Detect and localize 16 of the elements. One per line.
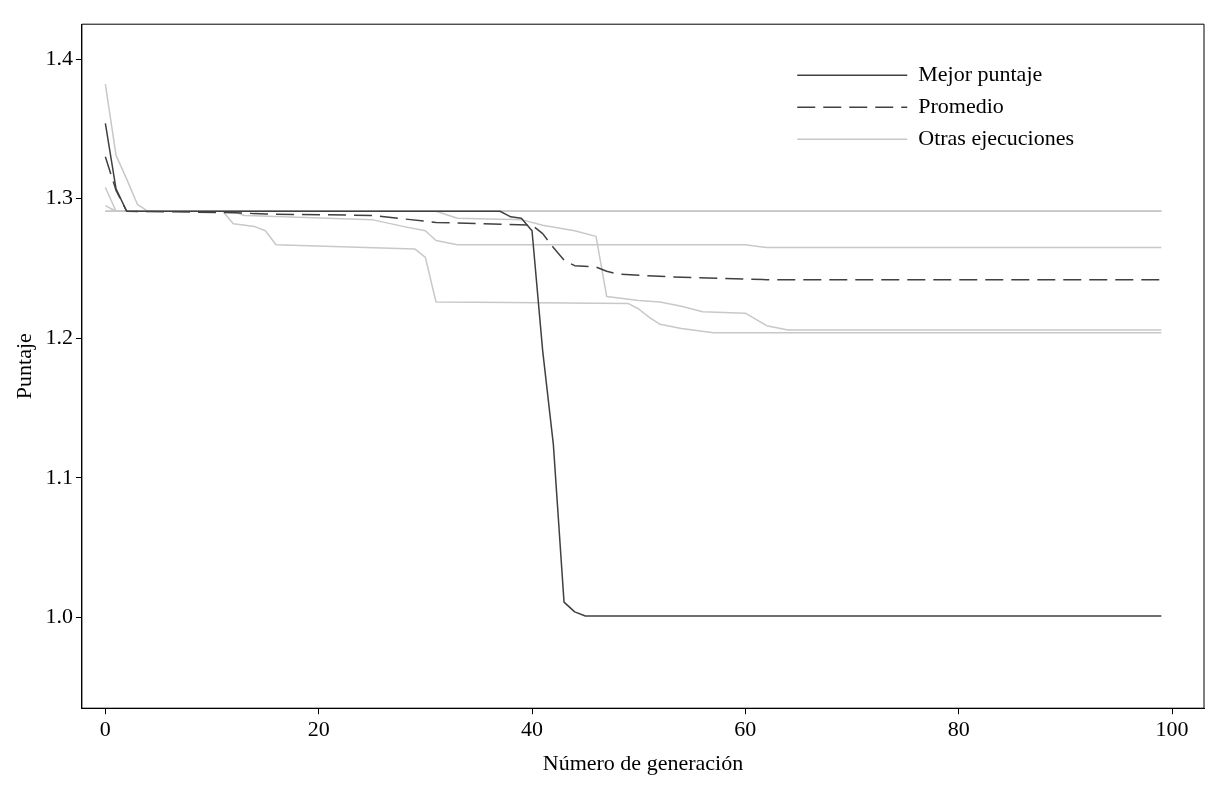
y-tick-label: 1.2 xyxy=(45,324,73,350)
x-axis-title: Número de generación xyxy=(542,749,744,775)
x-tick-label: 20 xyxy=(307,716,330,742)
y-tick-label: 1.3 xyxy=(45,184,73,210)
x-tick-label: 0 xyxy=(99,716,111,742)
x-tick-label: 40 xyxy=(521,716,544,742)
y-axis-title: Puntaje xyxy=(10,333,36,400)
legend-label: Otras ejecuciones xyxy=(918,124,1074,150)
y-tick-label: 1.0 xyxy=(45,603,73,629)
y-tick-label: 1.1 xyxy=(45,463,73,489)
legend-label: Promedio xyxy=(918,92,1004,118)
y-tick-label: 1.4 xyxy=(45,44,73,70)
legend-label: Mejor puntaje xyxy=(918,60,1043,86)
x-tick-label: 60 xyxy=(734,716,757,742)
x-tick-label: 80 xyxy=(947,716,970,742)
x-tick-label: 100 xyxy=(1155,716,1189,742)
